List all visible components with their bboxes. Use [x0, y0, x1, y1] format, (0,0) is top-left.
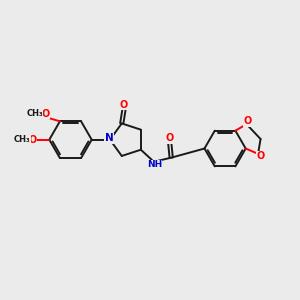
Text: N: N [105, 133, 114, 143]
Text: CH₃: CH₃ [14, 135, 30, 144]
Text: O: O [166, 133, 174, 143]
Text: O: O [120, 100, 128, 110]
Text: CH₃: CH₃ [26, 109, 43, 118]
Text: O: O [257, 151, 265, 161]
Text: O: O [244, 116, 252, 126]
Text: NH: NH [147, 160, 162, 169]
Text: O: O [29, 135, 37, 145]
Text: O: O [41, 109, 50, 119]
